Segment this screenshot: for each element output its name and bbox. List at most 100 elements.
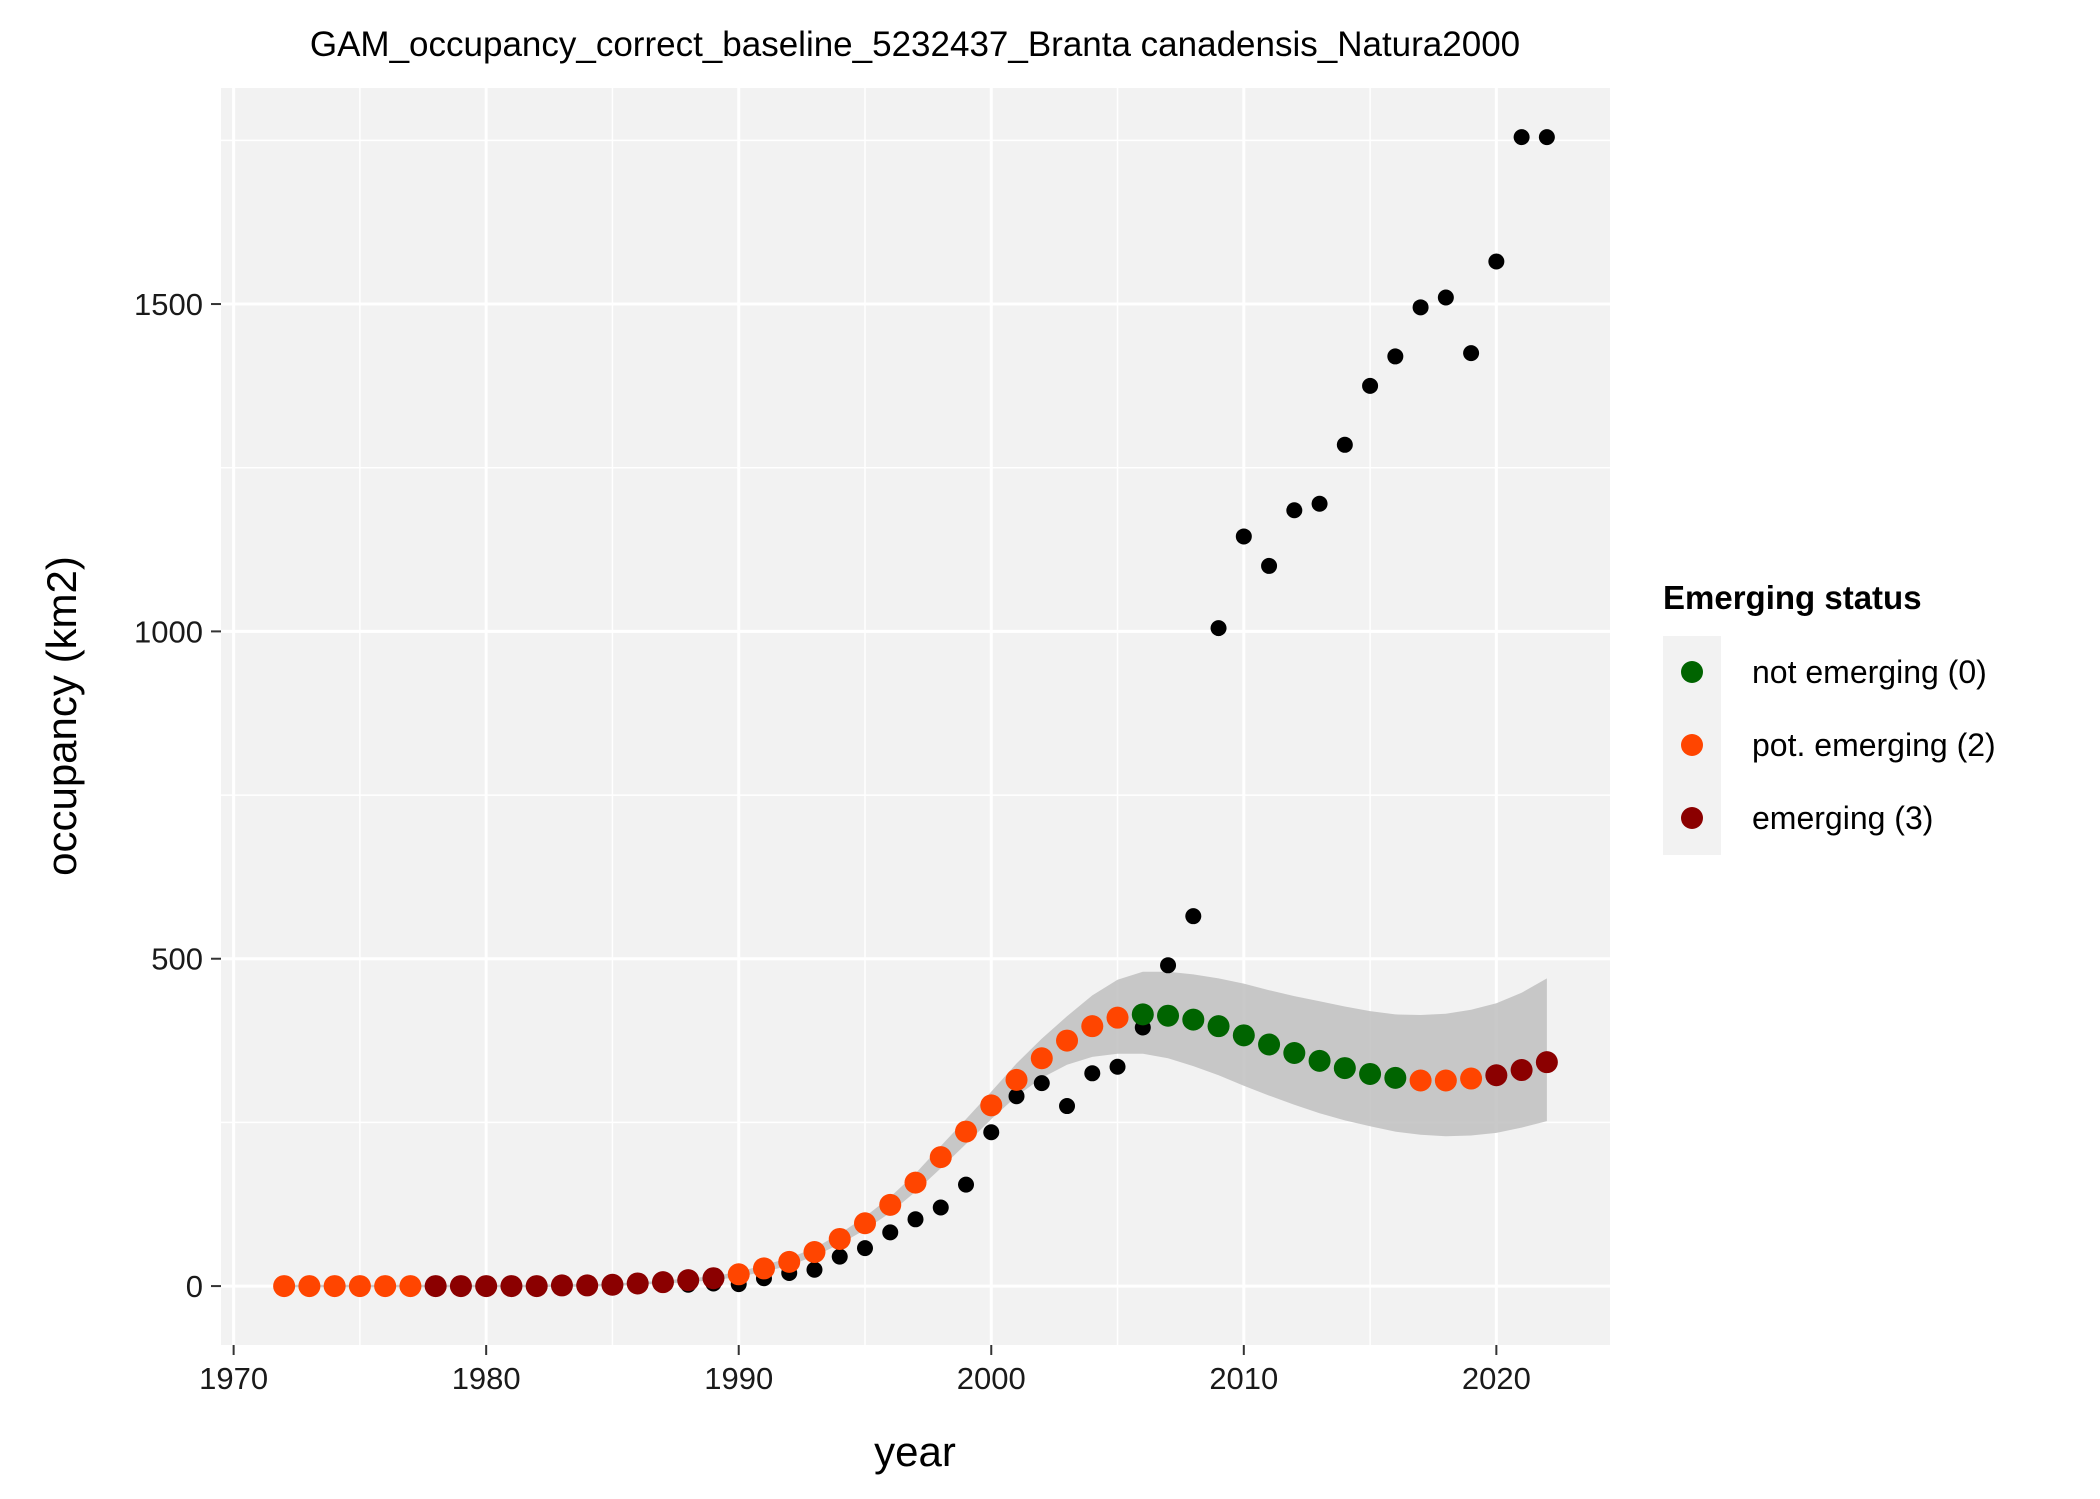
observed-point [1084,1065,1101,1082]
fitted-point [828,1227,851,1250]
x-tick-label: 2000 [957,1361,1026,1396]
x-axis: 1970 1980 1990 2000 2010 2020 [199,1345,1531,1396]
observed-point [1059,1098,1076,1115]
fitted-point [1434,1069,1457,1092]
observed-point [1210,620,1227,637]
observed-point [1311,495,1328,512]
y-tick-label: 1500 [134,287,203,322]
observed-point [1412,299,1429,316]
fitted-point [1283,1042,1306,1065]
x-tick-label: 2020 [1462,1361,1531,1396]
observed-point [983,1124,1000,1141]
fitted-point [955,1120,978,1143]
legend-label: pot. emerging (2) [1752,727,1996,763]
observed-point [1336,436,1353,453]
fitted-point [1005,1068,1028,1091]
fitted-point [853,1212,876,1235]
fitted-point [374,1275,397,1298]
x-tick-label: 1980 [452,1361,521,1396]
observed-point [1235,528,1252,545]
y-tick-label: 500 [151,942,203,977]
fitted-point [1131,1003,1154,1026]
fitted-point [601,1273,624,1296]
fitted-point [298,1275,321,1298]
observed-point [831,1248,848,1265]
fitted-point [778,1250,801,1273]
fitted-point [1308,1049,1331,1072]
observed-point [806,1261,823,1278]
y-axis: 0 500 1000 1500 [134,287,221,1304]
observed-point [1109,1058,1126,1075]
y-tick-label: 0 [186,1269,203,1304]
y-axis-title: occupancy (km2) [38,556,85,876]
observed-point [1185,908,1202,925]
plot-panel [221,88,1610,1345]
x-tick-label: 1970 [199,1361,268,1396]
observed-point [1488,253,1505,270]
fitted-point [1409,1069,1432,1092]
fitted-point [1460,1067,1483,1090]
y-tick-label: 1000 [134,614,203,649]
fitted-points [273,1003,1558,1298]
grid-minor [221,88,1610,1345]
fitted-point [879,1193,902,1216]
fitted-point [727,1263,750,1286]
fitted-point [651,1271,674,1294]
legend-entries: not emerging (0) pot. emerging (2) emergin… [1681,654,1996,836]
fitted-point [1232,1024,1255,1047]
x-tick-label: 1990 [704,1361,773,1396]
fitted-point [626,1272,649,1295]
fitted-point [1182,1008,1205,1031]
fitted-point [702,1267,725,1290]
fitted-point [449,1275,472,1298]
fitted-point [980,1094,1003,1117]
observed-point [856,1240,873,1257]
observed-point [932,1199,949,1216]
fitted-point [525,1275,548,1298]
fitted-point [1106,1006,1129,1029]
legend: Emerging status not emerging (0) pot. eme… [1663,579,1996,855]
fitted-point [1258,1033,1281,1056]
fitted-point [348,1275,371,1298]
fitted-point [323,1275,346,1298]
fitted-point [399,1275,422,1298]
fitted-point [1384,1066,1407,1089]
observed-point [1261,557,1278,574]
observed-point [882,1224,899,1241]
observed-point [1008,1088,1025,1105]
fitted-point [1207,1015,1230,1038]
fitted-point [273,1275,296,1298]
x-tick-label: 2010 [1209,1361,1278,1396]
observed-point [1387,348,1404,365]
observed-point [1538,129,1555,146]
observed-point [907,1211,924,1228]
fitted-point [576,1274,599,1297]
fitted-point [1510,1059,1533,1082]
fitted-point [1485,1064,1508,1087]
fitted-point [1081,1015,1104,1038]
fitted-point [1359,1062,1382,1085]
fitted-point [1535,1051,1558,1074]
fitted-point [677,1269,700,1292]
observed-point [1033,1075,1050,1092]
legend-key [1681,734,1703,756]
observed-point [1362,377,1379,394]
observed-point [1160,957,1177,974]
fitted-point [475,1275,498,1298]
fitted-point [1333,1057,1356,1080]
legend-label: not emerging (0) [1752,654,1987,690]
fitted-point [803,1241,826,1264]
fitted-point [424,1275,447,1298]
observed-point [1463,345,1480,362]
legend-title: Emerging status [1663,579,1922,616]
legend-key [1681,661,1703,683]
fitted-point [1030,1047,1053,1070]
fitted-point [1056,1029,1079,1052]
fitted-point [752,1257,775,1280]
legend-label: emerging (3) [1752,800,1933,836]
confidence-ribbon [284,971,1547,1288]
fitted-point [929,1146,952,1169]
observed-point [1437,289,1454,306]
observed-point [1513,129,1530,146]
